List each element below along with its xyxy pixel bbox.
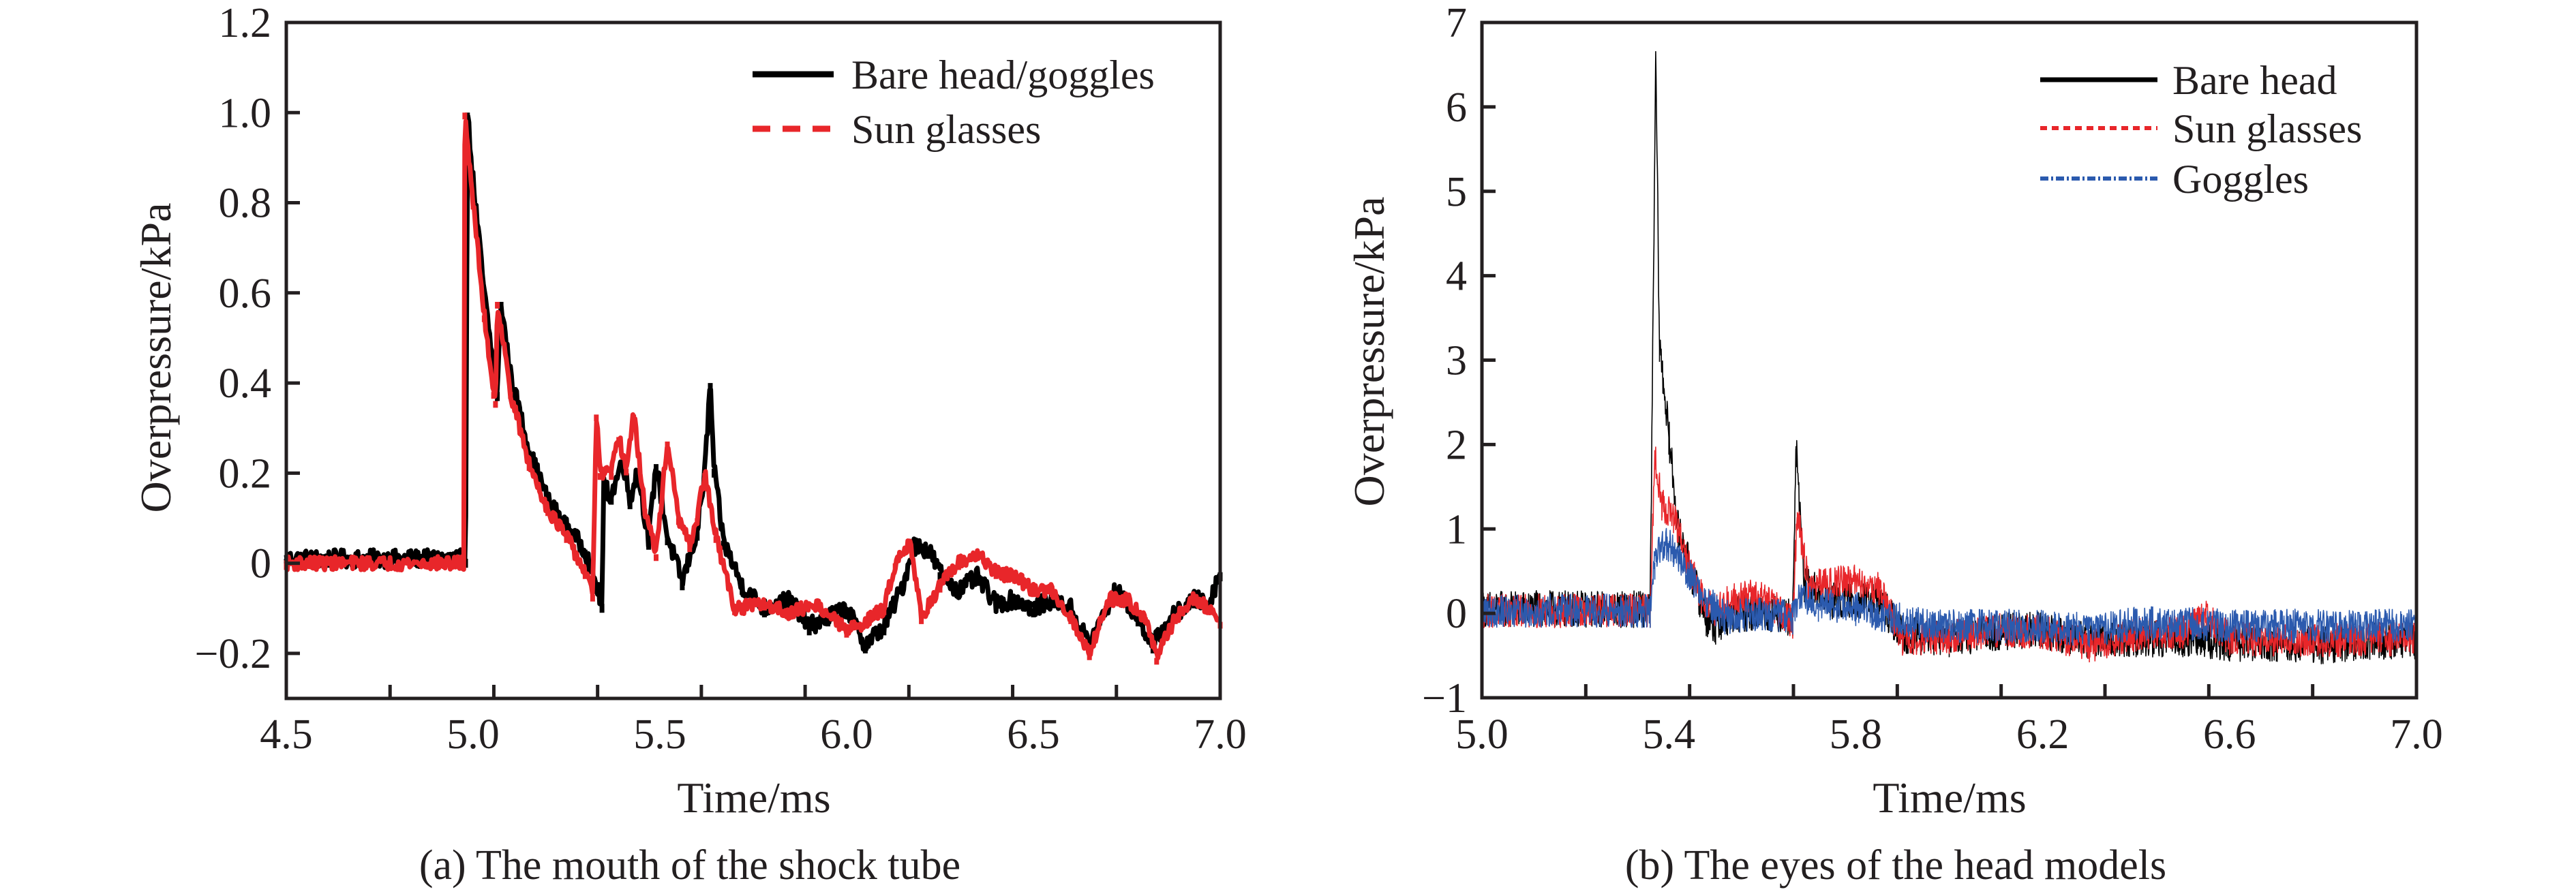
series-line-goggles bbox=[1481, 527, 2417, 647]
panel-b-x-axis-title: Time/ms bbox=[1873, 773, 2026, 822]
panel-a-mouth-of-shock-tube: 4.5 5.0 5.5 6.0 6.5 7.0 1.2 1.0 0.8 0.6 0.4 0.2 0 −0… bbox=[132, 0, 1247, 889]
panel-b-y-tick-labels: 7 6 5 4 3 2 1 0 −1 bbox=[1422, 0, 1467, 722]
y-tick-label: 3 bbox=[1446, 338, 1467, 384]
panel-b-eyes-of-head-models: 5.0 5.4 5.8 6.2 6.6 7.0 7 6 5 4 3 2 1 0 −1 Time/ms Ov… bbox=[1345, 0, 2443, 889]
y-tick-label: 0.6 bbox=[219, 271, 272, 317]
legend-label-bare-head-goggles: Bare head/goggles bbox=[851, 52, 1155, 97]
x-tick-label: 5.8 bbox=[1830, 711, 1883, 758]
panel-a-plot-frame bbox=[284, 20, 1222, 700]
panel-a-y-axis-title: Overpressure/kPa bbox=[132, 203, 180, 513]
x-tick-label: 7.0 bbox=[2390, 711, 2443, 758]
y-tick-label: 0 bbox=[250, 541, 271, 587]
y-tick-label: 0.8 bbox=[219, 181, 272, 227]
y-tick-label: 0 bbox=[1446, 591, 1467, 637]
y-tick-label: −0.2 bbox=[195, 631, 271, 677]
y-tick-label: 1 bbox=[1446, 506, 1467, 553]
panel-b-x-ticks bbox=[1584, 684, 2315, 698]
y-tick-label: 1.0 bbox=[219, 90, 272, 136]
y-tick-label: 0.2 bbox=[219, 450, 272, 497]
panel-a-y-ticks bbox=[286, 110, 300, 656]
panel-b-x-tick-labels: 5.0 5.4 5.8 6.2 6.6 7.0 bbox=[1455, 711, 2443, 758]
panel-b-series-layer bbox=[1481, 50, 2417, 664]
y-tick-label: 1.2 bbox=[219, 0, 272, 46]
panel-a-caption: (a) The mouth of the shock tube bbox=[419, 842, 960, 889]
legend-label-sun-glasses-b: Sun glasses bbox=[2172, 106, 2362, 151]
panel-a-x-axis-title: Time/ms bbox=[677, 773, 830, 822]
series-line-bare-head-goggles bbox=[284, 112, 1223, 653]
panel-a-y-tick-labels: 1.2 1.0 0.8 0.6 0.4 0.2 0 −0.2 bbox=[195, 0, 271, 677]
x-tick-label: 5.0 bbox=[446, 711, 500, 758]
legend-label-sun-glasses: Sun glasses bbox=[851, 107, 1041, 152]
panel-a-legend: Bare head/goggles Sun glasses bbox=[753, 52, 1155, 152]
y-tick-label: −1 bbox=[1422, 675, 1467, 722]
series-line-sun-glasses bbox=[284, 112, 1223, 665]
legend-label-goggles: Goggles bbox=[2172, 157, 2309, 202]
x-tick-label: 6.6 bbox=[2203, 711, 2256, 758]
panel-b-caption: (b) The eyes of the head models bbox=[1625, 842, 2166, 889]
y-tick-label: 2 bbox=[1446, 422, 1467, 468]
x-tick-label: 7.0 bbox=[1194, 711, 1247, 758]
y-tick-label: 5 bbox=[1446, 169, 1467, 215]
x-tick-label: 5.0 bbox=[1455, 711, 1509, 758]
panel-b-y-ticks bbox=[1482, 105, 1496, 615]
y-tick-label: 6 bbox=[1446, 84, 1467, 131]
panel-b-legend: Bare head Sun glasses Goggles bbox=[2040, 58, 2362, 202]
y-tick-label: 0.4 bbox=[219, 360, 272, 407]
x-tick-label: 5.5 bbox=[633, 711, 686, 758]
panel-b-y-axis-title: Overpressure/kPa bbox=[1345, 197, 1393, 507]
panel-a-x-tick-labels: 4.5 5.0 5.5 6.0 6.5 7.0 bbox=[260, 711, 1247, 758]
panel-a-x-ticks bbox=[388, 685, 1119, 698]
x-tick-label: 4.5 bbox=[260, 711, 313, 758]
x-tick-label: 6.5 bbox=[1007, 711, 1060, 758]
y-tick-label: 7 bbox=[1446, 0, 1467, 46]
x-tick-label: 5.4 bbox=[1642, 711, 1695, 758]
x-tick-label: 6.2 bbox=[2016, 711, 2070, 758]
x-tick-label: 6.0 bbox=[820, 711, 873, 758]
legend-label-bare-head: Bare head bbox=[2172, 58, 2337, 103]
panel-a-series-layer bbox=[284, 112, 1223, 665]
y-tick-label: 4 bbox=[1446, 253, 1467, 300]
